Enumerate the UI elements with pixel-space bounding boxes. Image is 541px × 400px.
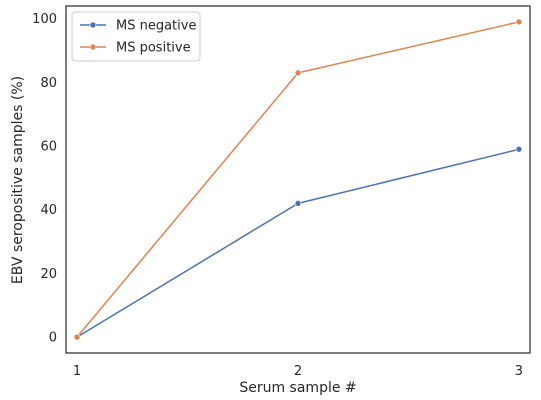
plot-frame — [65, 5, 531, 354]
legend-label-ms-positive: MS positive — [116, 41, 191, 56]
data-point-ms-positive — [515, 18, 523, 26]
x-axis-ticks: 1 2 3 — [73, 364, 523, 379]
data-point-ms-negative — [515, 145, 523, 153]
x-tick-label: 3 — [515, 364, 523, 379]
data-point-ms-positive — [294, 69, 302, 77]
x-tick-label: 1 — [73, 364, 81, 379]
y-axis-ticks: 0 20 40 60 80 100 — [32, 12, 57, 345]
y-tick-label: 80 — [40, 76, 57, 91]
y-axis-label: EBV seropositive samples (%) — [10, 76, 26, 284]
y-tick-label: 40 — [40, 203, 57, 218]
y-tick-label: 0 — [49, 331, 57, 346]
x-axis-label: Serum sample # — [239, 380, 356, 396]
y-tick-label: 100 — [32, 12, 57, 27]
data-point-ms-negative — [294, 200, 302, 207]
legend: MS negative MS positive — [71, 11, 201, 62]
legend-entry-ms-negative: MS negative — [80, 19, 196, 34]
y-tick-label: 20 — [40, 267, 57, 282]
x-tick-label: 2 — [294, 364, 302, 379]
series-layer — [73, 18, 523, 341]
y-tick-label: 60 — [40, 140, 57, 155]
legend-marker-ms-positive — [89, 43, 97, 51]
legend-label-ms-negative: MS negative — [116, 19, 196, 34]
legend-entry-ms-positive: MS positive — [80, 41, 191, 56]
legend-marker-ms-negative — [89, 21, 97, 29]
data-point-ms-positive — [73, 333, 81, 341]
